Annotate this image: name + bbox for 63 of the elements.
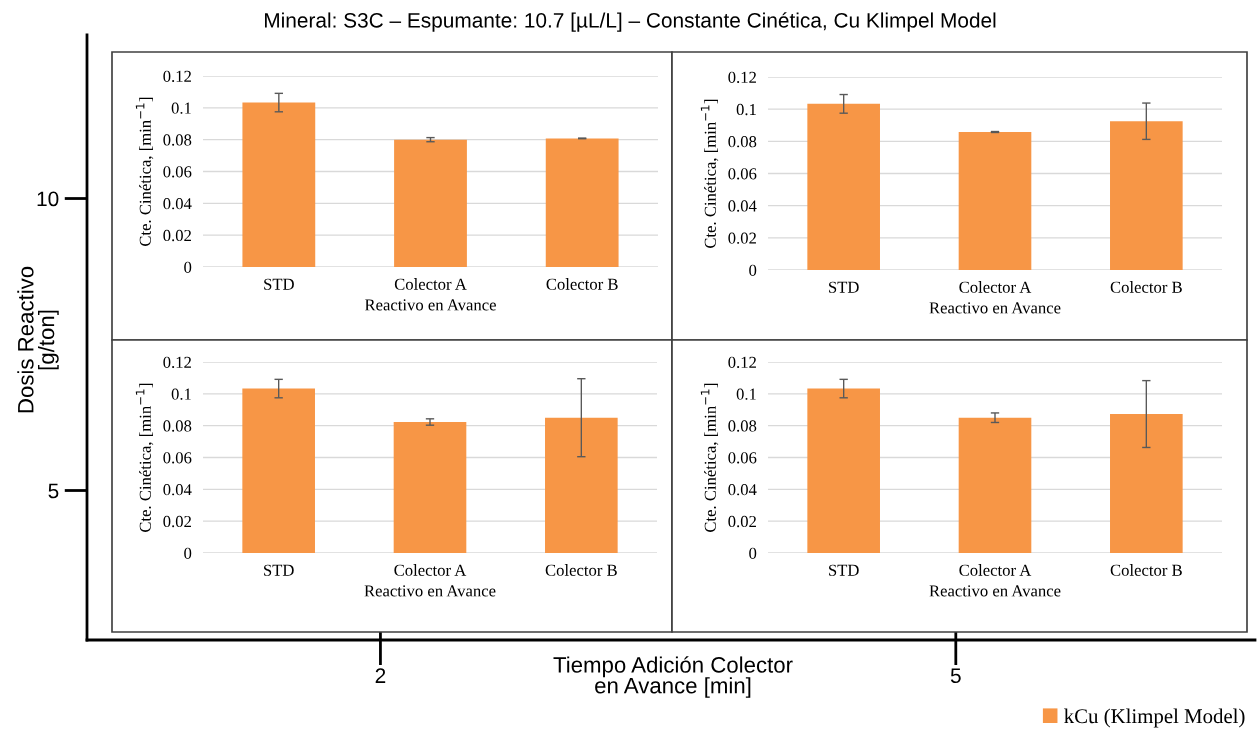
x-axis-title: Reactivo en Avance (364, 299, 496, 311)
y-tick-label: 0.08 (163, 420, 192, 432)
y-axis-title: Cte. Cinética, [min$^{−1}$] (700, 99, 719, 248)
y-tick-label: 0.08 (728, 420, 757, 432)
x-tick-label: Colector B (546, 278, 618, 290)
y-tick-label: 0.1 (171, 102, 191, 114)
legend-label: kCu (Klimpel Model) (1064, 708, 1245, 728)
y-axis-title: Cte. Cinética, [min$^{−1}$] (135, 383, 154, 532)
x-tick-label: STD (264, 278, 294, 290)
y-tick-label: 0.06 (728, 452, 757, 464)
x-tick-label: 2 (375, 668, 386, 683)
y-tick-label: 0 (184, 261, 192, 273)
x-tick-label: Colector A (959, 564, 1032, 576)
x-tick-label: Colector B (1110, 281, 1182, 293)
y-tick-label: 0.12 (163, 70, 191, 83)
bar (1110, 414, 1183, 553)
bar (242, 102, 316, 267)
y-tick-label: 0.06 (163, 452, 192, 464)
y-tick-label: 0.12 (728, 71, 756, 84)
x-axis-title: Reactivo en Avance (929, 585, 1061, 597)
y-tick-label: 0.02 (728, 232, 756, 244)
y-tick-label: 0.1 (171, 388, 191, 400)
y-tick-label: 0.02 (163, 515, 191, 528)
y-axis-title: Dosis Reactivo [g/ton] (17, 266, 59, 413)
x-tick-label: STD (829, 564, 859, 576)
y-tick-label: 0.06 (728, 168, 757, 180)
y-axis-title: Cte. Cinética, [min$^{−1}$] (700, 383, 719, 532)
y-tick-label: 10 (37, 191, 59, 207)
y-tick-label: 0.02 (163, 229, 191, 242)
bar (545, 138, 619, 267)
bar (807, 388, 880, 553)
y-tick-label: 0.1 (736, 103, 756, 116)
y-tick-label: 0.08 (163, 134, 192, 146)
x-axis-title: Reactivo en Avance (364, 585, 496, 597)
bar (242, 388, 315, 553)
x-axis-title: Reactivo en Avance (929, 302, 1061, 314)
x-tick-label: Colector A (394, 278, 467, 290)
y-tick-label: 0.02 (728, 515, 756, 528)
y-tick-label: 0.12 (163, 356, 191, 369)
bar (393, 422, 467, 553)
y-tick-label: 0.04 (728, 484, 757, 496)
y-tick-label: 0 (749, 264, 757, 276)
bar (394, 139, 467, 267)
y-tick-label: 0.1 (736, 388, 756, 400)
x-tick-label: Colector A (959, 281, 1032, 293)
y-tick-label: 0.04 (728, 200, 757, 212)
y-axis-title: Cte. Cinética, [min$^{−1}$] (135, 97, 154, 246)
x-tick-label: STD (829, 281, 859, 293)
x-tick-label: Colector B (545, 564, 617, 576)
y-tick-label: 0.04 (163, 484, 192, 496)
x-tick-label: STD (264, 564, 294, 576)
bar (958, 417, 1032, 553)
x-axis-title: Tiempo Adición Colector en Avance [min] (553, 656, 793, 698)
bar (545, 417, 618, 553)
y-tick-label: 0.06 (163, 166, 192, 178)
y-tick-label: 0 (184, 547, 192, 559)
y-tick-label: 0.04 (163, 198, 192, 210)
y-tick-label: 0.12 (728, 356, 756, 369)
x-tick-label: Colector B (1110, 564, 1182, 576)
y-tick-label: 0 (749, 547, 757, 559)
x-tick-label: Colector A (394, 564, 467, 576)
y-tick-label: 0.08 (728, 136, 757, 148)
chart-title: Mineral: S3C – Espumante: 10.7 [µL/L] – Constante Cinética, Cu Klimpel Model (265, 12, 996, 32)
